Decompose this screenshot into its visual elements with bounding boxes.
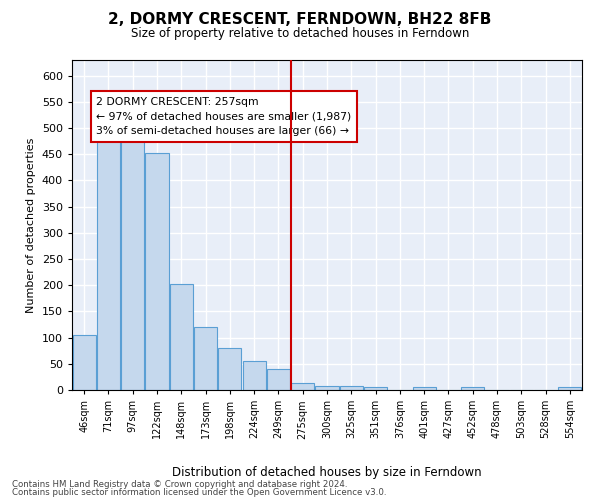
Bar [73,335,95,390]
Text: Contains HM Land Registry data © Crown copyright and database right 2024.: Contains HM Land Registry data © Crown c… [12,480,347,489]
Bar [559,387,581,390]
Y-axis label: Number of detached properties: Number of detached properties [26,138,36,312]
Bar [461,388,484,390]
Text: Contains public sector information licensed under the Open Government Licence v3: Contains public sector information licen… [12,488,386,497]
Text: 2 DORMY CRESCENT: 257sqm
← 97% of detached houses are smaller (1,987)
3% of semi: 2 DORMY CRESCENT: 257sqm ← 97% of detach… [96,96,352,136]
Bar [121,136,144,390]
Bar [316,386,338,390]
Bar [413,388,436,390]
Bar [267,369,290,390]
Text: Size of property relative to detached houses in Ferndown: Size of property relative to detached ho… [131,28,469,40]
Bar [97,135,120,390]
Bar [218,348,241,390]
Bar [145,153,169,390]
Bar [170,284,193,390]
Text: Distribution of detached houses by size in Ferndown: Distribution of detached houses by size … [172,466,482,479]
Bar [340,386,363,390]
Bar [194,327,217,390]
Text: 2, DORMY CRESCENT, FERNDOWN, BH22 8FB: 2, DORMY CRESCENT, FERNDOWN, BH22 8FB [109,12,491,28]
Bar [242,360,266,390]
Bar [291,382,314,390]
Bar [364,388,387,390]
